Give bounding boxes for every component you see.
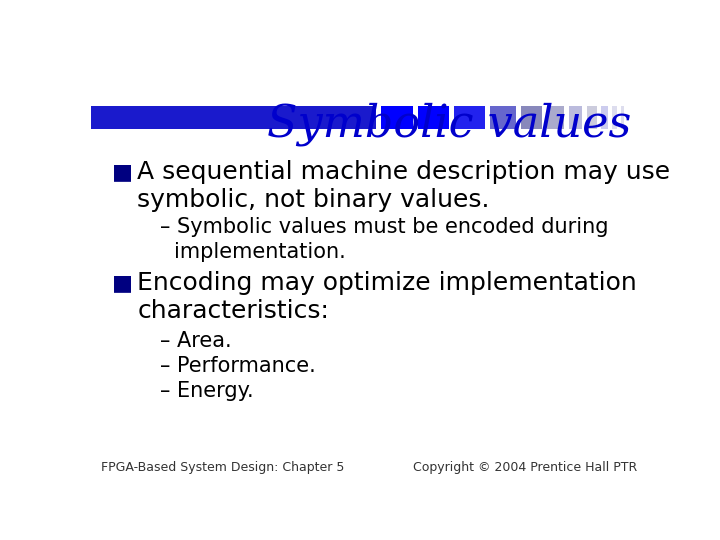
Bar [91, 106, 377, 129]
Bar [454, 106, 485, 129]
Text: – Energy.: – Energy. [160, 381, 253, 401]
Text: FPGA-Based System Design: Chapter 5: FPGA-Based System Design: Chapter 5 [101, 461, 345, 474]
Text: – Symbolic values must be encoded during: – Symbolic values must be encoded during [160, 218, 608, 238]
Text: symbolic, not binary values.: symbolic, not binary values. [138, 188, 490, 212]
Bar [418, 106, 449, 129]
Text: Symbolic values: Symbolic values [267, 102, 631, 146]
Bar [621, 106, 624, 129]
Bar [587, 106, 597, 129]
Text: ■: ■ [112, 274, 133, 294]
Bar [521, 106, 542, 129]
Bar [490, 106, 516, 129]
Text: Copyright © 2004 Prentice Hall PTR: Copyright © 2004 Prentice Hall PTR [413, 461, 637, 474]
Text: ■: ■ [112, 163, 133, 183]
Text: implementation.: implementation. [174, 241, 346, 261]
Bar [612, 106, 617, 129]
Text: – Area.: – Area. [160, 331, 231, 351]
Text: Encoding may optimize implementation: Encoding may optimize implementation [138, 272, 637, 295]
Text: characteristics:: characteristics: [138, 299, 329, 323]
Bar [569, 106, 582, 129]
Bar [547, 106, 564, 129]
Text: A sequential machine description may use: A sequential machine description may use [138, 160, 670, 185]
Bar [382, 106, 413, 129]
Text: – Performance.: – Performance. [160, 356, 315, 376]
Bar [600, 106, 608, 129]
